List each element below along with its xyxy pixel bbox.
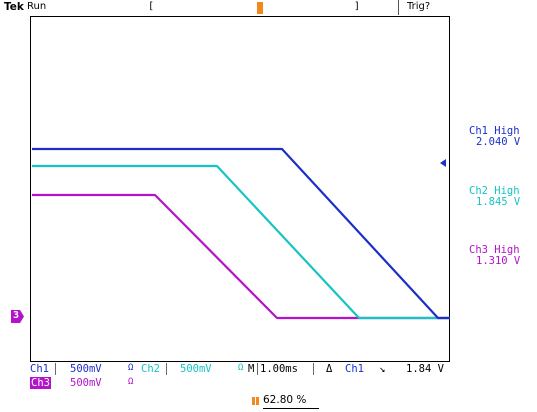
ch1-divider <box>55 363 56 375</box>
ch3-label[interactable]: Ch3 <box>30 377 51 389</box>
ch2-high-readout: Ch2 High 1.845 V <box>469 186 520 208</box>
position-icon-bar <box>256 397 259 405</box>
position-underline <box>263 408 319 409</box>
ch2-scale[interactable]: 500mV <box>180 363 212 375</box>
acquisition-right-bracket: ] <box>354 1 361 12</box>
trigger-position-icon <box>257 2 263 14</box>
ch1-high-readout: Ch1 High 2.040 V <box>469 126 520 148</box>
ch1-label[interactable]: Ch1 <box>30 363 49 375</box>
trigger-delta: Δ <box>326 363 333 375</box>
acquisition-left-bracket: [ <box>148 1 155 12</box>
ch1-high-value: 2.040 V <box>476 136 521 148</box>
ground-marker-label: 3 <box>13 310 20 321</box>
trigger-source[interactable]: Ch1 <box>345 363 364 375</box>
brand-label: Tek <box>4 1 24 13</box>
ch2-coupling-icon: Ω <box>238 363 244 373</box>
position-value: 62.80 % <box>263 394 307 406</box>
ch1-high-title: Ch1 High <box>469 125 520 137</box>
trigger-level[interactable]: 1.84 V <box>406 363 444 375</box>
ch1-scale[interactable]: 500mV <box>70 363 102 375</box>
ch3-high-value: 1.310 V <box>476 255 521 267</box>
ch2-divider <box>166 363 167 375</box>
header-divider <box>398 0 399 15</box>
position-icon <box>252 397 255 405</box>
ch3-high-title: Ch3 High <box>469 244 520 256</box>
timebase-label: M <box>248 363 255 375</box>
ch1-waveform <box>32 147 450 320</box>
ground-marker-arrow-icon <box>11 310 24 323</box>
ch3-waveform <box>32 193 450 320</box>
timebase-value[interactable]: 1.00ms <box>260 363 298 375</box>
waveform-canvas <box>32 147 450 320</box>
ch3-high-readout: Ch3 High 1.310 V <box>469 245 520 267</box>
settings-bar: Ch1 500mV Ω Ch2 500mV Ω M 1.00ms Δ Ch1 ↘… <box>0 362 537 394</box>
ch2-label[interactable]: Ch2 <box>141 363 160 375</box>
waveform-display[interactable] <box>30 16 450 362</box>
timebase-right-divider <box>313 363 314 375</box>
ch2-waveform <box>32 164 450 320</box>
ch1-coupling-icon: Ω <box>128 363 134 373</box>
trigger-slope-icon: ↘ <box>379 363 386 375</box>
ch3-scale[interactable]: 500mV <box>70 377 102 389</box>
trigger-status: Trig? <box>407 1 431 12</box>
ch3-ground-marker[interactable]: 3 <box>11 310 25 323</box>
trigger-level-marker-icon[interactable] <box>439 158 447 168</box>
status-bar: Tek Run [ ] Trig? <box>0 0 537 16</box>
run-state: Run <box>27 1 47 12</box>
ch2-high-title: Ch2 High <box>469 185 520 197</box>
ch2-high-value: 1.845 V <box>476 196 521 208</box>
ch3-coupling-icon: Ω <box>128 377 134 387</box>
timebase-divider <box>257 363 258 375</box>
